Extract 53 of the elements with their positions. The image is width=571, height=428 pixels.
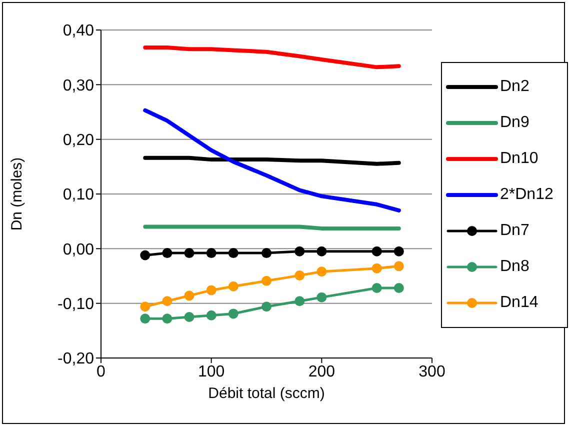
y-tick-label: 0,40 [62,22,94,40]
y-tick-label: -0,20 [58,350,94,368]
y-tick-label: 0,20 [62,132,94,150]
point [316,246,327,256]
point [294,270,305,280]
point [372,263,382,274]
x-tick-label: 0 [96,363,106,380]
point [162,248,172,258]
point [262,248,272,258]
point [316,292,327,302]
point [316,266,327,277]
point [262,276,272,286]
point [394,261,404,272]
x-tick-label: 300 [418,363,446,380]
point [228,248,238,258]
line-series [143,108,401,212]
point [294,246,305,256]
legend-label: Dn8 [500,258,530,276]
legend-label: Dn14 [500,294,538,312]
x-tick-label: 100 [198,363,225,380]
point [206,285,216,296]
legend-label: Dn10 [500,150,538,168]
point [394,283,404,294]
point [162,296,172,306]
point [228,281,238,292]
x-axis-title: Débit total (sccm) [208,385,325,402]
point [140,250,150,260]
legend-label: Dn9 [500,114,530,132]
point [184,248,194,258]
legend-label: 2*Dn12 [500,186,554,204]
x-tick-label: 200 [308,363,336,380]
point [394,246,404,256]
point [372,246,382,256]
y-tick-label: 0,10 [62,186,94,204]
point [140,302,150,312]
line-series [143,156,401,166]
point [294,296,305,306]
point [228,308,238,319]
legend-label: Dn2 [500,78,530,96]
point [184,290,194,301]
y-tick-label: 0,00 [62,241,94,258]
point [206,310,216,320]
point [184,312,194,322]
y-axis-title: Dn (moles) [8,157,26,231]
point [162,314,172,324]
point [206,248,216,258]
y-tick-label: -0,10 [58,296,94,314]
y-tick-label: 0,30 [62,77,94,94]
line-series [143,45,401,70]
point [262,302,272,312]
legend-label: Dn7 [500,222,530,240]
point [372,283,382,294]
point [140,314,150,324]
